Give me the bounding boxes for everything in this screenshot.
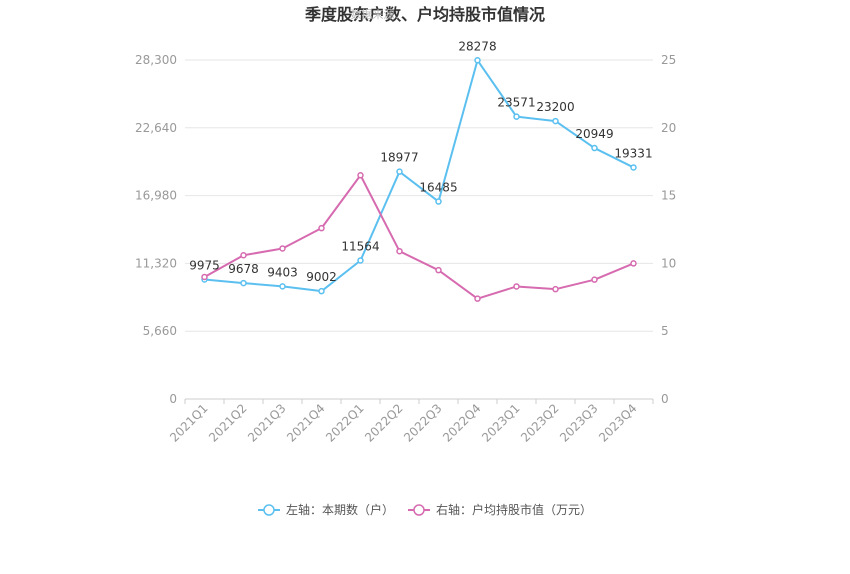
data-point[interactable]	[513, 283, 520, 290]
left-tick-label: 16,980	[135, 189, 177, 203]
x-tick-label: 2022Q2	[362, 401, 406, 445]
right-tick-label: 10	[661, 256, 676, 270]
legend-label: 右轴：户均持股市值（万元）	[436, 502, 592, 517]
data-point[interactable]	[357, 257, 364, 264]
data-point[interactable]	[552, 285, 559, 293]
left-tick-label: 22,640	[135, 121, 177, 135]
data-label: 11564	[341, 239, 379, 253]
legend-label: 左轴：本期数（户）	[286, 502, 394, 517]
right-tick-label: 0	[661, 392, 669, 406]
left-tick-label: 0	[169, 392, 177, 406]
left-tick-label: 11,320	[135, 256, 177, 270]
data-point[interactable]	[357, 172, 364, 179]
data-label: 9975	[189, 259, 220, 273]
right-tick-label: 25	[661, 53, 676, 67]
legend[interactable]: 左轴：本期数（户） 右轴：户均持股市值（万元）	[258, 502, 592, 517]
x-tick-label: 2021Q1	[167, 401, 211, 445]
right-tick-label: 20	[661, 121, 676, 135]
series-line-1	[204, 59, 634, 293]
data-label: 19331	[614, 146, 652, 160]
data-point[interactable]	[279, 283, 286, 290]
data-point[interactable]	[201, 273, 208, 281]
data-point[interactable]	[591, 276, 598, 283]
data-point[interactable]	[435, 198, 442, 205]
watermark-text: 数据来源：	[351, 7, 406, 21]
legend-item-1[interactable]: 左轴：本期数（户）	[258, 502, 394, 517]
data-label: 23200	[536, 100, 574, 114]
left-tick-label: 5,660	[143, 324, 177, 338]
legend-item-2[interactable]: 右轴：户均持股市值（万元）	[408, 502, 592, 517]
data-label: 28278	[458, 39, 496, 53]
x-tick-label: 2021Q3	[245, 401, 289, 445]
data-point[interactable]	[630, 164, 637, 171]
x-tick-label: 2023Q2	[518, 401, 562, 445]
right-tick-label: 15	[661, 189, 676, 203]
right-tick-label: 5	[661, 324, 669, 338]
x-tick-label: 2022Q4	[440, 401, 484, 445]
data-label: 23571	[497, 96, 535, 110]
chart-title: 季度股东户数、户均持股市值情况	[304, 5, 545, 24]
data-point[interactable]	[279, 245, 286, 252]
data-point[interactable]	[513, 113, 520, 120]
data-label: 9002	[306, 270, 337, 284]
axes: 0 5,660 11,320 16,980 22,640 28,300 0 5 10 15 20 25…	[135, 53, 676, 445]
data-point[interactable]	[552, 117, 559, 125]
data-point[interactable]	[435, 266, 442, 274]
data-label: 18977	[380, 151, 418, 165]
data-point[interactable]	[318, 287, 325, 295]
legend-marker	[413, 504, 425, 516]
data-label: 9403	[267, 265, 298, 279]
data-point[interactable]	[318, 224, 325, 232]
data-point[interactable]	[591, 144, 598, 152]
data-label: 16485	[419, 181, 457, 195]
data-label: 20949	[575, 127, 613, 141]
data-point[interactable]	[396, 247, 403, 255]
x-tick-label: 2023Q3	[557, 401, 601, 445]
grid-lines	[185, 59, 653, 332]
series-group: 9975 9678 9403 9002 11564 18977 16485 28278 2357…	[189, 39, 653, 302]
x-tick-label: 2023Q4	[596, 401, 640, 445]
legend-marker	[263, 504, 275, 516]
x-tick-label: 2021Q4	[284, 401, 328, 445]
x-tick-label: 2021Q2	[206, 401, 250, 445]
data-point[interactable]	[474, 57, 481, 64]
data-point[interactable]	[396, 168, 403, 175]
series-line-2	[204, 174, 634, 300]
data-point[interactable]	[240, 252, 247, 259]
left-tick-label: 28,300	[135, 53, 177, 67]
data-label: 9678	[228, 262, 259, 276]
data-point[interactable]	[630, 260, 637, 267]
data-point[interactable]	[474, 295, 481, 302]
x-tick-label: 2022Q1	[323, 401, 367, 445]
x-tick-label: 2023Q1	[479, 401, 523, 445]
data-point[interactable]	[240, 279, 247, 287]
x-tick-label: 2022Q3	[401, 401, 445, 445]
